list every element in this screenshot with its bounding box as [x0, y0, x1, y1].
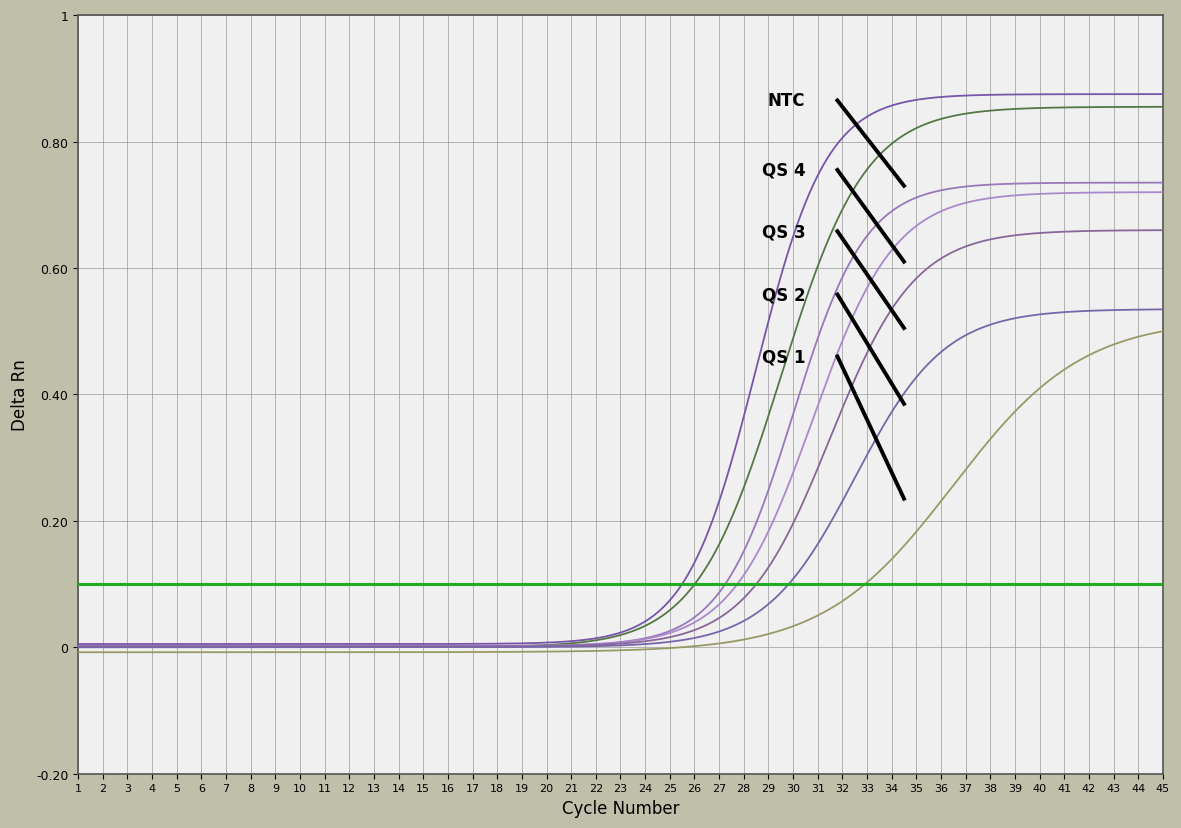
Y-axis label: Delta Rn: Delta Rn	[11, 359, 30, 431]
X-axis label: Cycle Number: Cycle Number	[562, 799, 679, 817]
Text: NTC: NTC	[768, 93, 805, 110]
Text: QS 4: QS 4	[762, 161, 805, 180]
Text: QS 3: QS 3	[762, 223, 805, 241]
Text: QS 1: QS 1	[762, 348, 805, 366]
Text: QS 2: QS 2	[762, 286, 805, 304]
